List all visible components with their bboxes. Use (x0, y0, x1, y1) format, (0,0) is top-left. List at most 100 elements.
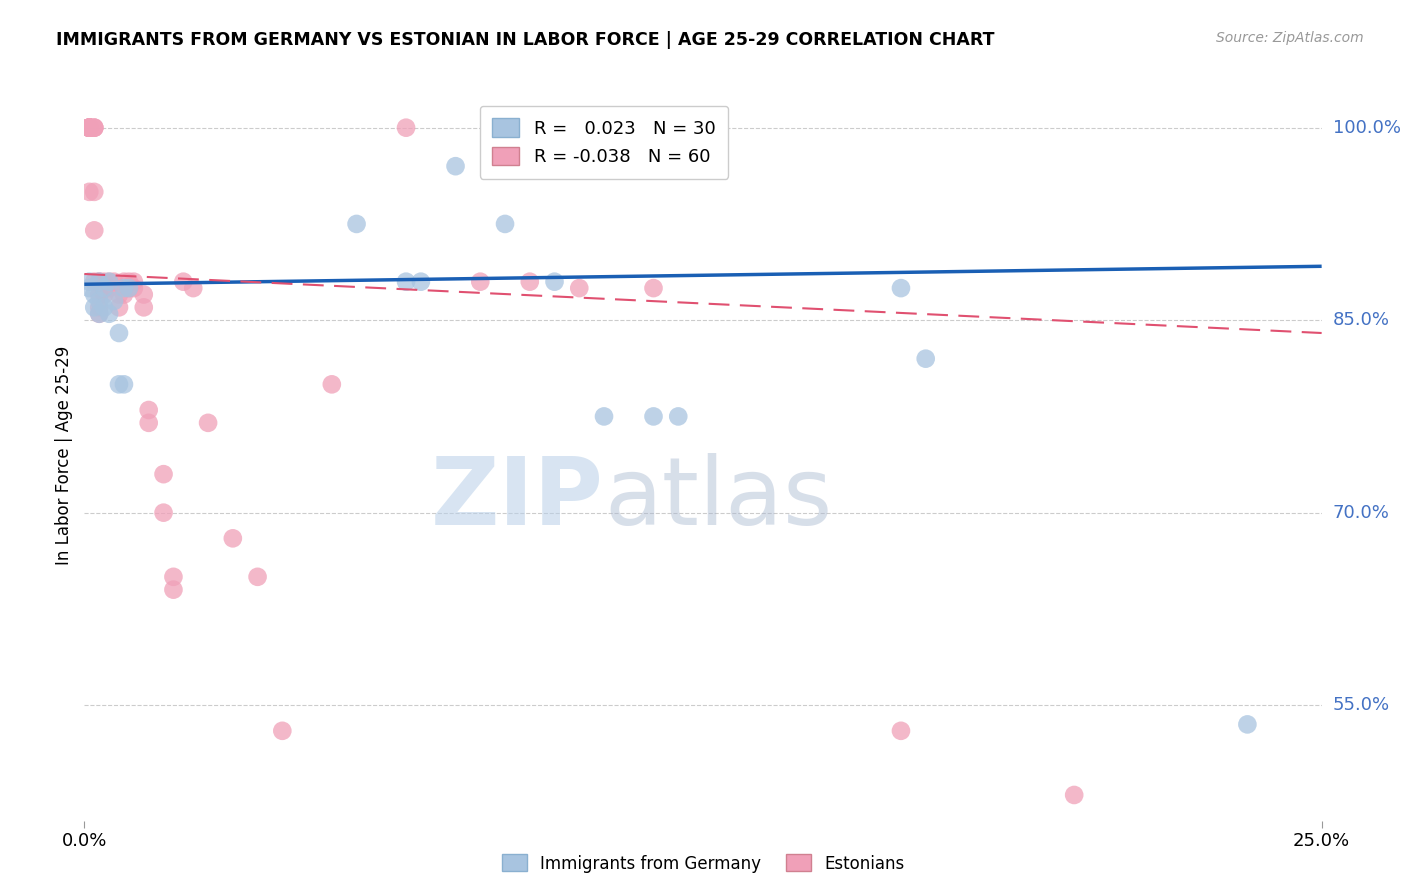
Text: IMMIGRANTS FROM GERMANY VS ESTONIAN IN LABOR FORCE | AGE 25-29 CORRELATION CHART: IMMIGRANTS FROM GERMANY VS ESTONIAN IN L… (56, 31, 994, 49)
Point (246, 570, 269, 584)
Point (79, 120, 101, 135)
Point (79, 120, 101, 135)
Point (118, 281, 141, 295)
Point (79, 185, 101, 199)
Point (118, 281, 141, 295)
Point (271, 723, 294, 738)
Point (321, 377, 343, 392)
Legend: R =   0.023   N = 30, R = -0.038   N = 60: R = 0.023 N = 30, R = -0.038 N = 60 (479, 105, 728, 178)
Point (122, 281, 145, 295)
Point (519, 120, 541, 135)
Point (222, 532, 245, 546)
Point (83, 185, 105, 199)
Point (89, 275, 111, 289)
Point (93, 301, 115, 315)
Point (103, 293, 125, 308)
Point (197, 416, 219, 430)
Point (83, 120, 105, 135)
Point (79, 120, 101, 135)
Point (162, 582, 184, 597)
Point (89, 307, 111, 321)
Point (103, 275, 125, 289)
Text: 70.0%: 70.0% (1333, 504, 1389, 522)
Point (93, 287, 115, 301)
Point (643, 409, 665, 424)
Point (79, 120, 101, 135)
Point (89, 307, 111, 321)
Point (93, 281, 115, 295)
Point (152, 467, 174, 482)
Point (519, 275, 541, 289)
Point (132, 287, 155, 301)
Point (89, 301, 111, 315)
Point (112, 287, 135, 301)
Point (118, 275, 141, 289)
Point (112, 377, 135, 392)
Y-axis label: In Labor Force | Age 25-29: In Labor Force | Age 25-29 (55, 345, 73, 565)
Point (89, 293, 111, 308)
Point (83, 301, 105, 315)
Point (89, 287, 111, 301)
Point (79, 120, 101, 135)
Point (93, 281, 115, 295)
Point (108, 326, 131, 340)
Text: atlas: atlas (605, 453, 832, 545)
Point (162, 570, 184, 584)
Point (79, 120, 101, 135)
Point (593, 409, 616, 424)
Point (138, 416, 160, 430)
Point (89, 275, 111, 289)
Point (122, 275, 145, 289)
Point (395, 275, 418, 289)
Point (1236, 717, 1258, 731)
Point (112, 275, 135, 289)
Point (181, 281, 204, 295)
Point (79, 281, 101, 295)
Point (93, 275, 115, 289)
Text: Source: ZipAtlas.com: Source: ZipAtlas.com (1216, 31, 1364, 45)
Point (79, 275, 101, 289)
Point (409, 275, 432, 289)
Point (79, 120, 101, 135)
Point (83, 120, 105, 135)
Point (914, 351, 936, 366)
Point (98, 275, 121, 289)
Point (108, 301, 131, 315)
Point (83, 275, 105, 289)
Point (112, 281, 135, 295)
Point (98, 275, 121, 289)
Point (89, 275, 111, 289)
Point (98, 281, 121, 295)
Text: 100.0%: 100.0% (1333, 119, 1400, 136)
Point (568, 281, 591, 295)
Point (79, 120, 101, 135)
Point (666, 409, 689, 424)
Point (346, 217, 368, 231)
Point (890, 281, 912, 295)
Point (543, 275, 565, 289)
Point (83, 120, 105, 135)
Point (470, 275, 492, 289)
Point (444, 159, 467, 173)
Point (494, 217, 516, 231)
Point (138, 403, 160, 417)
Point (890, 723, 912, 738)
Point (83, 287, 105, 301)
Point (79, 120, 101, 135)
Legend: Immigrants from Germany, Estonians: Immigrants from Germany, Estonians (495, 847, 911, 880)
Text: 55.0%: 55.0% (1333, 696, 1391, 714)
Point (132, 301, 155, 315)
Point (79, 120, 101, 135)
Text: 85.0%: 85.0% (1333, 311, 1389, 329)
Point (643, 281, 665, 295)
Point (79, 120, 101, 135)
Point (83, 223, 105, 237)
Point (108, 377, 131, 392)
Point (108, 287, 131, 301)
Point (172, 275, 194, 289)
Point (79, 120, 101, 135)
Point (1063, 788, 1085, 802)
Point (152, 506, 174, 520)
Point (98, 307, 121, 321)
Text: ZIP: ZIP (432, 453, 605, 545)
